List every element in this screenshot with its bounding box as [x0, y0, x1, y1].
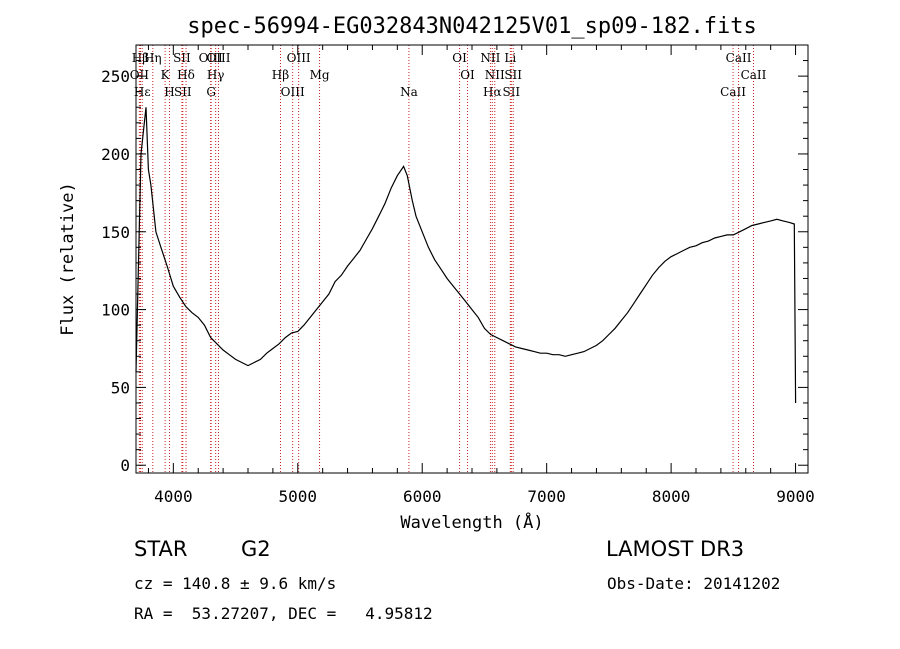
line-label-20: Hα — [483, 85, 502, 99]
y-tick-label-5: 250 — [101, 67, 130, 86]
x-tick-label-1: 5000 — [279, 487, 318, 506]
line-label-1: OII — [130, 68, 150, 82]
line-label-3: Hη — [144, 51, 162, 65]
line-label-5: H — [164, 85, 174, 99]
survey-name: LAMOST DR3 — [606, 537, 745, 561]
line-label-21: NII — [480, 51, 500, 65]
line-label-14: OIII — [281, 85, 305, 99]
x-tick-label-2: 6000 — [403, 487, 442, 506]
x-tick-label-4: 8000 — [652, 487, 691, 506]
x-tick-label-5: 9000 — [776, 487, 815, 506]
y-axis-label: Flux (relative) — [58, 182, 78, 336]
line-label-22: NII — [485, 68, 505, 82]
y-tick-label-1: 50 — [111, 378, 130, 397]
y-tick-label-0: 0 — [120, 456, 130, 475]
x-tick-label-0: 4000 — [154, 487, 193, 506]
line-label-7: Hδ — [177, 68, 195, 82]
line-label-26: CaII — [720, 85, 746, 99]
line-label-10: Hγ — [207, 68, 225, 82]
y-tick-label-2: 100 — [101, 301, 130, 320]
line-label-18: OI — [452, 51, 467, 65]
line-label-11: G — [206, 85, 216, 99]
line-label-6: SII — [173, 51, 191, 65]
spectrum-series-0 — [135, 107, 797, 404]
line-label-24: Li — [504, 51, 516, 65]
x-tick-label-3: 7000 — [527, 487, 566, 506]
observation-date: Obs-Date: 20141202 — [607, 574, 781, 593]
line-label-2: Hε — [134, 85, 151, 99]
object-class: STAR — [134, 537, 188, 561]
line-label-27: CaII — [726, 51, 752, 65]
line-label-12: OIII — [206, 51, 230, 65]
y-tick-label-3: 150 — [101, 223, 130, 242]
line-label-4: K — [161, 68, 171, 82]
chart-title: spec-56994-EG032843N042125V01_sp09-182.f… — [187, 14, 757, 39]
y-tick-label-4: 200 — [101, 145, 130, 164]
coordinates: RA = 53.27207, DEC = 4.95812 — [134, 604, 433, 623]
line-label-13: Hβ — [272, 68, 289, 82]
x-axis-label: Wavelength (Å) — [400, 511, 543, 533]
plot-frame — [135, 44, 809, 474]
line-label-25: SII — [504, 68, 522, 82]
object-subclass: G2 — [241, 537, 271, 561]
line-label-23: SII — [502, 85, 520, 99]
line-label-16: Mg — [310, 68, 330, 82]
redshift-velocity: cz = 140.8 ± 9.6 km/s — [134, 574, 337, 593]
line-label-19: OI — [460, 68, 475, 82]
line-label-28: CaII — [741, 68, 767, 82]
line-label-15: OIII — [287, 51, 311, 65]
line-label-8: SII — [174, 85, 192, 99]
line-label-17: Na — [400, 85, 418, 99]
